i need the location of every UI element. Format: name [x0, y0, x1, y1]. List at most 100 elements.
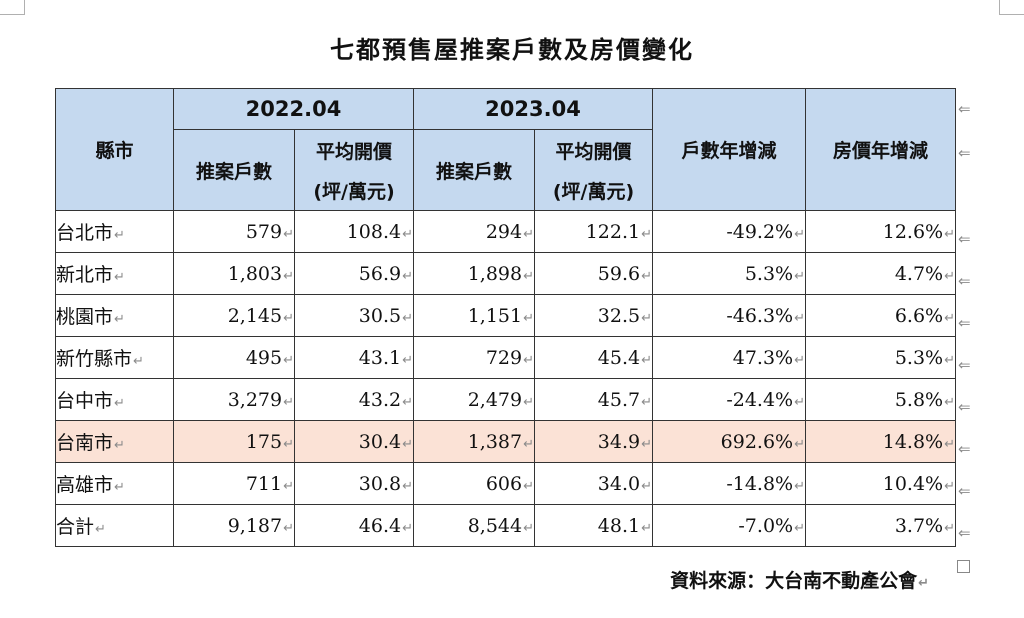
- yoy-units: 47.3%: [732, 346, 794, 369]
- return-arrow-icon: ↵: [114, 438, 125, 453]
- return-arrow-icon: ↵: [944, 226, 955, 242]
- return-arrow-icon: ↵: [641, 268, 652, 284]
- header-year-2023: 2023.04: [413, 88, 653, 130]
- return-arrow-icon: ↵: [283, 436, 294, 452]
- table-row: 台中市↵ 3,279↵ 43.2↵ 2,479↵ 45.7↵ -24.4%↵ 5…: [55, 378, 956, 421]
- price-2022: 108.4: [346, 220, 402, 243]
- county-name: 台北市: [56, 222, 114, 244]
- yoy-units: -14.8%: [726, 472, 794, 495]
- return-arrow-icon: ↵: [641, 436, 652, 452]
- return-arrow-icon: ↵: [794, 394, 805, 410]
- return-arrow-icon: ↵: [114, 396, 125, 411]
- cases-2023: 294: [485, 220, 523, 243]
- yoy-price: 6.6%: [894, 304, 944, 327]
- return-arrow-icon: ↵: [402, 268, 413, 284]
- header-price-2023: 平均開價: [534, 129, 653, 170]
- header-county: 縣市: [55, 88, 174, 211]
- yoy-price: 5.3%: [894, 346, 944, 369]
- cases-2023: 2,479: [467, 388, 523, 411]
- return-arrow-icon: ↵: [523, 478, 534, 494]
- cases-2023: 1,151: [467, 304, 523, 327]
- yoy-units: -7.0%: [738, 514, 794, 537]
- return-arrow-icon: ↵: [641, 226, 652, 242]
- yoy-price: 4.7%: [894, 262, 944, 285]
- page-corner-mark: [0, 0, 25, 15]
- return-arrow-icon: ↵: [114, 312, 125, 327]
- return-arrow-icon: ↵: [283, 352, 294, 368]
- row-end-mark-icon: ⇐: [958, 144, 971, 162]
- return-arrow-icon: ↵: [95, 522, 106, 537]
- header-price-2022: 平均開價: [294, 129, 414, 170]
- price-2022: 30.4: [358, 430, 402, 453]
- price-2023: 122.1: [585, 220, 641, 243]
- yoy-units: 5.3%: [744, 262, 794, 285]
- price-2023: 32.5: [597, 304, 641, 327]
- cases-2022: 711: [245, 472, 283, 495]
- return-arrow-icon: ↵: [114, 270, 125, 285]
- yoy-units: 692.6%: [720, 430, 794, 453]
- return-arrow-icon: ↵: [283, 226, 294, 242]
- row-end-mark-icon: ⇐: [958, 524, 971, 542]
- cases-2022: 1,803: [227, 262, 283, 285]
- cases-2023: 8,544: [467, 514, 523, 537]
- yoy-units: -49.2%: [726, 220, 794, 243]
- return-arrow-icon: ↵: [402, 394, 413, 410]
- return-arrow-icon: ↵: [794, 352, 805, 368]
- cases-2022: 3,279: [227, 388, 283, 411]
- cases-2022: 2,145: [227, 304, 283, 327]
- return-arrow-icon: ↵: [794, 310, 805, 326]
- table-row-total: 合計↵ 9,187↵ 46.4↵ 8,544↵ 48.1↵ -7.0%↵ 3.7…: [55, 504, 956, 547]
- price-2022: 30.8: [358, 472, 402, 495]
- source-note: 資料來源：大台南不動產公會↵: [670, 570, 929, 592]
- price-2022: 43.1: [358, 346, 402, 369]
- return-arrow-icon: ↵: [944, 436, 955, 452]
- return-arrow-icon: ↵: [794, 268, 805, 284]
- cases-2023: 606: [485, 472, 523, 495]
- document-title: 七都預售屋推案戶數及房價變化: [330, 36, 694, 64]
- return-arrow-icon: ↵: [523, 226, 534, 242]
- return-arrow-icon: ↵: [641, 310, 652, 326]
- return-arrow-icon: ↵: [283, 394, 294, 410]
- return-arrow-icon: ↵: [523, 394, 534, 410]
- price-2022: 56.9: [358, 262, 402, 285]
- row-end-mark-icon: ⇐: [958, 398, 971, 416]
- row-end-mark-icon: ⇐: [958, 440, 971, 458]
- cases-2022: 495: [245, 346, 283, 369]
- return-arrow-icon: ↵: [641, 352, 652, 368]
- yoy-price: 5.8%: [894, 388, 944, 411]
- header-unit-2022: (坪/萬元): [294, 170, 414, 211]
- return-arrow-icon: ↵: [794, 226, 805, 242]
- return-arrow-icon: ↵: [641, 520, 652, 536]
- return-arrow-icon: ↵: [283, 478, 294, 494]
- row-end-mark-icon: ⇐: [958, 100, 971, 118]
- price-2023: 45.7: [597, 388, 641, 411]
- header-yoy-units: 戶數年增減: [652, 88, 806, 211]
- cases-2022: 9,187: [227, 514, 283, 537]
- price-2022: 30.5: [358, 304, 402, 327]
- header-year-2022: 2022.04: [173, 88, 414, 130]
- return-arrow-icon: ↵: [283, 520, 294, 536]
- return-arrow-icon: ↵: [944, 394, 955, 410]
- housing-table: 縣市 2022.04 2023.04 戶數年增減 房價年增減 推案戶數 平均開價…: [55, 88, 956, 547]
- table-row: 高雄市↵ 711↵ 30.8↵ 606↵ 34.0↵ -14.8%↵ 10.4%…: [55, 462, 956, 505]
- table-row: 新竹縣市↵ 495↵ 43.1↵ 729↵ 45.4↵ 47.3%↵ 5.3%↵: [55, 336, 956, 379]
- return-arrow-icon: ↵: [402, 436, 413, 452]
- return-arrow-icon: ↵: [402, 478, 413, 494]
- cases-2022: 175: [245, 430, 283, 453]
- price-2022: 43.2: [358, 388, 402, 411]
- row-end-mark-icon: ⇐: [958, 482, 971, 500]
- return-arrow-icon: ↵: [402, 310, 413, 326]
- return-arrow-icon: ↵: [794, 520, 805, 536]
- county-name: 桃園市: [56, 306, 114, 328]
- price-2022: 46.4: [358, 514, 402, 537]
- price-2023: 45.4: [597, 346, 641, 369]
- cases-2023: 1,387: [467, 430, 523, 453]
- row-end-mark-icon: ⇐: [958, 272, 971, 290]
- price-2023: 34.9: [597, 430, 641, 453]
- county-name: 合計: [56, 516, 95, 538]
- yoy-price: 14.8%: [882, 430, 944, 453]
- return-arrow-icon: ↵: [402, 352, 413, 368]
- row-end-mark-icon: ⇐: [958, 356, 971, 374]
- cases-2023: 729: [485, 346, 523, 369]
- yoy-price: 12.6%: [882, 220, 944, 243]
